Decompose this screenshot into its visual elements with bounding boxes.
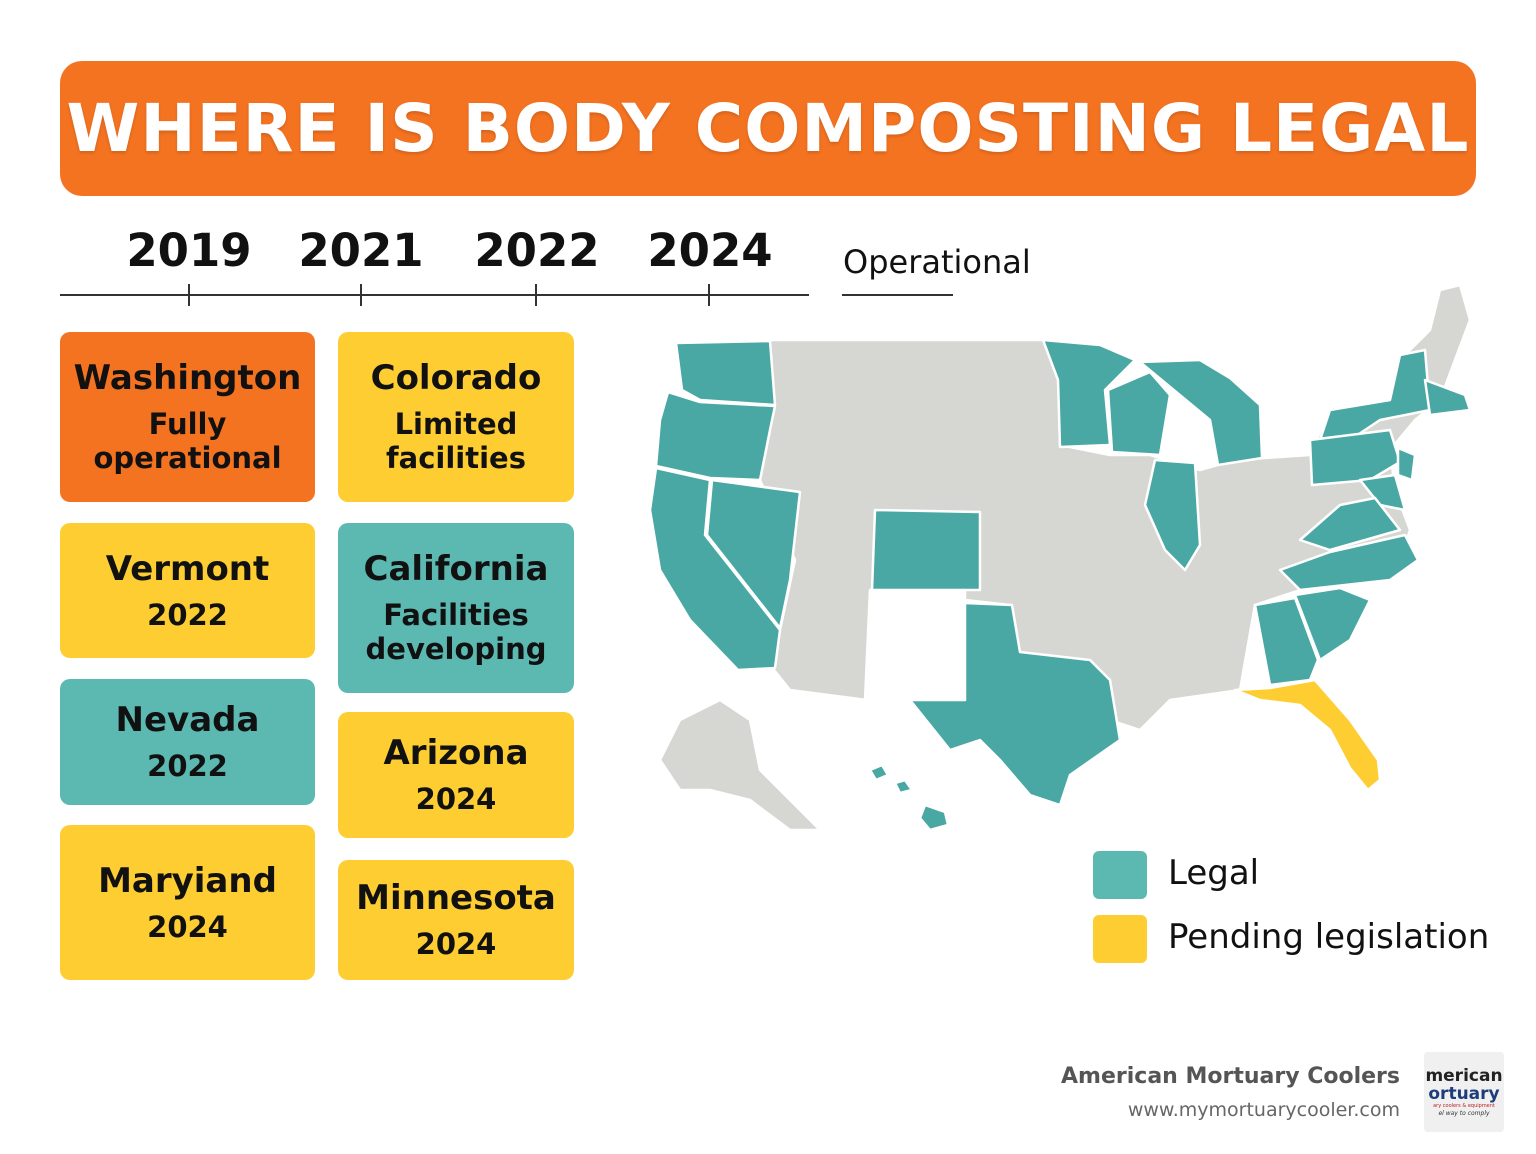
card-maryland: Maryiand 2024: [60, 825, 315, 980]
operational-underline: [842, 294, 953, 296]
card-nevada: Nevada 2022: [60, 679, 315, 805]
card-detail: 2024: [415, 782, 497, 816]
map-state-texas: [908, 601, 1122, 807]
map-state-california: [648, 466, 782, 672]
operational-label: Operational: [843, 243, 1031, 281]
brand-url[interactable]: www.mymortuarycooler.com: [1127, 1099, 1400, 1121]
map-state-oregon: [654, 390, 777, 482]
card-california: California Facilities developing: [338, 523, 574, 693]
card-minnesota: Minnesota 2024: [338, 860, 574, 980]
card-state: Colorado: [370, 357, 542, 398]
card-state: Arizona: [383, 733, 529, 774]
timeline-year-2022: 2022: [474, 224, 600, 277]
timeline-year-2019: 2019: [126, 224, 252, 277]
brand-name: American Mortuary Coolers: [1061, 1064, 1400, 1089]
map-state-washington: [674, 339, 777, 407]
timeline-tick: [535, 284, 537, 306]
card-detail: Facilities developing: [365, 597, 547, 667]
legend-label-legal: Legal: [1168, 853, 1260, 893]
map-state-new-jersey: [1396, 446, 1417, 482]
map-state-illinois: [1143, 458, 1202, 572]
map-state-hawaii: [918, 803, 950, 832]
map-state-south-carolina: [1293, 586, 1372, 662]
map-state-new-england-east: [1423, 378, 1472, 417]
card-arizona: Arizona 2024: [338, 712, 574, 838]
card-colorado: Colorado Limited facilities: [338, 332, 574, 502]
card-vermont: Vermont 2022: [60, 523, 315, 658]
card-state: Vermont: [105, 548, 270, 589]
map-state-wisconsin: [1106, 370, 1172, 457]
map-state-colorado: [870, 508, 982, 592]
us-map: [648, 283, 1472, 832]
map-state-north-carolina: [1278, 533, 1420, 592]
map-state-hawaii-islands: [893, 778, 914, 795]
card-detail: Limited facilities: [386, 406, 526, 476]
map-state-hawaii-islands: [868, 763, 890, 782]
card-detail: 2024: [415, 927, 497, 961]
card-state: California: [363, 548, 549, 589]
map-state-georgia: [1253, 596, 1320, 687]
map-state-minnesota: [1041, 338, 1137, 449]
legend-swatch-pending: [1093, 915, 1147, 963]
map-state-nevada: [705, 478, 802, 630]
card-detail: Fully operational: [93, 406, 282, 476]
title-banner: WHERE IS BODY COMPOSTING LEGAL: [60, 61, 1476, 196]
timeline-year-2021: 2021: [298, 224, 424, 277]
logo-line: ortuary: [1428, 1083, 1500, 1104]
logo-line: ary coolers & equipment: [1433, 1102, 1495, 1109]
timeline-tick: [708, 284, 710, 306]
legend-swatch-legal: [1093, 851, 1147, 899]
timeline-tick: [188, 284, 190, 306]
page-title: WHERE IS BODY COMPOSTING LEGAL: [66, 90, 1470, 167]
legend-label-pending: Pending legislation: [1168, 917, 1490, 957]
card-state: Maryiand: [98, 860, 277, 901]
map-state-virginia: [1298, 496, 1402, 552]
card-detail: 2022: [147, 749, 228, 783]
timeline-axis: [60, 294, 809, 296]
timeline-year-2024: 2024: [647, 224, 773, 277]
timeline-tick: [360, 284, 362, 306]
card-state: Minnesota: [356, 878, 556, 919]
card-detail: 2024: [147, 909, 228, 944]
map-state-maryland: [1358, 473, 1407, 512]
card-state: Nevada: [115, 700, 260, 741]
card-detail: 2022: [147, 597, 228, 632]
map-state-michigan: [1138, 358, 1264, 467]
map-state-other: [658, 698, 822, 832]
logo-line: el way to comply: [1438, 1109, 1490, 1117]
map-state-pennsylvania: [1308, 428, 1402, 487]
map-state-florida: [1233, 678, 1382, 792]
card-state: Washington: [73, 357, 302, 398]
card-washington: Washington Fully operational: [60, 332, 315, 502]
logo-line: merican: [1425, 1065, 1503, 1086]
brand-logo: merican ortuary ary coolers & equipment …: [1424, 1052, 1504, 1132]
